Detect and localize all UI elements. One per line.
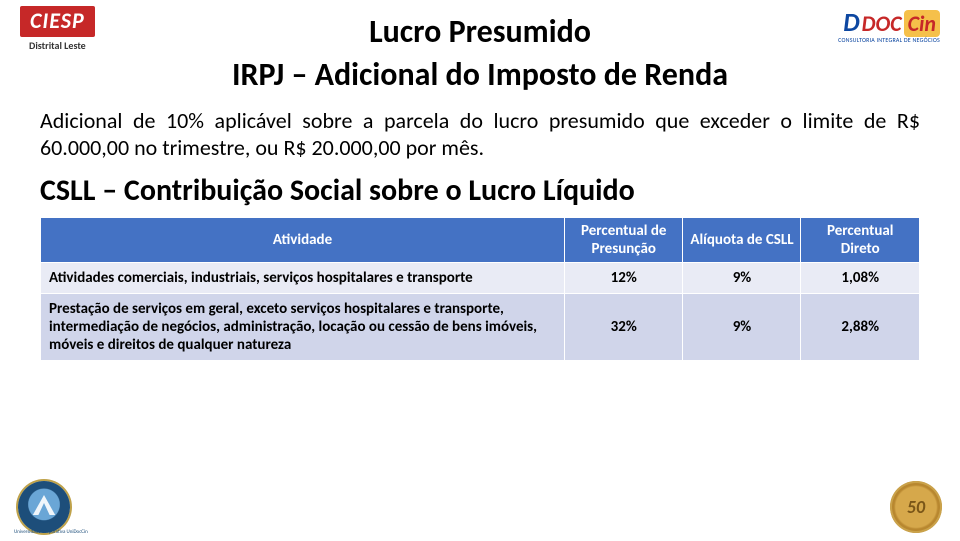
cell-aliquota: 9%	[683, 293, 801, 360]
doccin-tagline: CONSULTORIA INTEGRAL DE NEGÓCIOS	[838, 36, 940, 44]
doccin-logo: D DOC Cin CONSULTORIA INTEGRAL DE NEGÓCI…	[838, 6, 940, 44]
anniversary-badge-icon: 50	[890, 481, 942, 533]
col-atividade: Atividade	[41, 217, 565, 262]
table-header-row: Atividade Percentual de Presunção Alíquo…	[41, 217, 920, 262]
doccin-d: D	[843, 6, 859, 38]
section-heading: CSLL – Contribuição Social sobre o Lucro…	[40, 172, 920, 209]
university-badge-icon: Universidade Corporativa UniDocCin	[18, 481, 70, 533]
table-row: Atividades comerciais, industriais, serv…	[41, 262, 920, 293]
page-subtitle: IRPJ – Adicional do Imposto de Renda	[0, 55, 960, 94]
university-badge-label: Universidade Corporativa UniDocCin	[14, 529, 88, 535]
doccin-cin: Cin	[904, 10, 940, 37]
cell-activity: Prestação de serviços em geral, exceto s…	[41, 293, 565, 360]
ciesp-logo: CIESP Distrital Leste	[20, 6, 95, 52]
ciesp-logo-text: CIESP	[20, 6, 95, 37]
table-row: Prestação de serviços em geral, exceto s…	[41, 293, 920, 360]
ciesp-logo-sub: Distrital Leste	[20, 39, 95, 52]
cell-direto: 1,08%	[801, 262, 920, 293]
doccin-doc: DOC	[862, 10, 902, 37]
col-presuncao: Percentual de Presunção	[565, 217, 683, 262]
cell-presuncao: 32%	[565, 293, 683, 360]
anniversary-number: 50	[907, 496, 925, 518]
col-aliquota: Alíquota de CSLL	[683, 217, 801, 262]
body-paragraph: Adicional de 10% aplicável sobre a parce…	[40, 108, 920, 162]
csll-table: Atividade Percentual de Presunção Alíquo…	[40, 217, 920, 361]
cell-activity: Atividades comerciais, industriais, serv…	[41, 262, 565, 293]
cell-presuncao: 12%	[565, 262, 683, 293]
col-direto: Percentual Direto	[801, 217, 920, 262]
cell-aliquota: 9%	[683, 262, 801, 293]
cell-direto: 2,88%	[801, 293, 920, 360]
